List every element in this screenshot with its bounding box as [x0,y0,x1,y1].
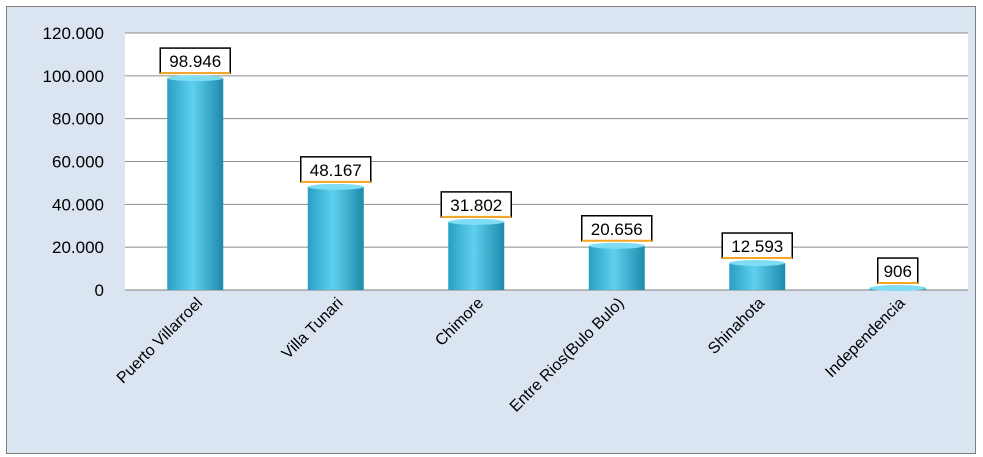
data-label: 98.946 [159,47,231,75]
y-axis: 0 20.000 40.000 60.000 80.000 100.000 120.000 [43,24,104,300]
bar [588,242,645,290]
data-label-box [581,215,653,242]
bar-cap [307,183,364,190]
data-label: 48.167 [300,156,372,183]
bar [869,285,926,292]
bar-body [167,78,224,290]
bar-body [307,186,364,290]
data-label-box [440,191,512,218]
y-tick-label: 60.000 [52,153,104,172]
data-label: 906 [877,257,919,285]
bar-body [448,221,505,290]
bar-cap [588,242,645,249]
data-label-box [721,232,793,259]
bars [167,75,926,292]
bar [167,75,224,290]
x-tick-label: Independencia [822,295,908,381]
data-label-text: 20.656 [591,220,643,239]
data-label: 31.802 [440,191,512,218]
bar-body [729,263,786,290]
x-tick-label: Shinahota [705,295,768,358]
bar-cap [167,75,224,82]
data-labels: 98.946 48.167 31.802 20.656 12.593 906 [159,47,919,285]
x-tick-label: Villa Tunari [279,295,347,363]
bar-cap [729,260,786,267]
data-label-text: 906 [884,262,912,281]
x-tick-label: Chimore [432,295,487,350]
gridlines [125,32,968,291]
y-tick-label: 120.000 [43,24,104,43]
x-tick-label: Puerto Villarroel [114,295,206,387]
bar-body [588,245,645,290]
bar-cap [869,285,926,292]
data-label: 12.593 [721,232,793,260]
bar [729,260,786,290]
y-tick-label: 100.000 [43,67,104,86]
data-label-box [877,257,919,284]
y-tick-label: 0 [95,281,104,300]
y-tick-label: 40.000 [52,195,104,214]
data-label: 20.656 [581,215,653,242]
data-label-text: 48.167 [310,161,362,180]
x-axis: Puerto Villarroel Villa Tunari Chimore Entr… [114,295,909,416]
data-label-text: 12.593 [731,237,783,256]
data-label-text: 31.802 [450,196,502,215]
data-label-text: 98.946 [169,52,221,71]
bar [448,218,505,290]
bar-cap [448,218,505,225]
x-tick-label: Entre Rios(Bulo Bulo) [507,295,628,416]
data-label-box [300,156,372,183]
y-tick-label: 20.000 [52,238,104,257]
y-tick-label: 80.000 [52,110,104,129]
bar [307,183,364,290]
